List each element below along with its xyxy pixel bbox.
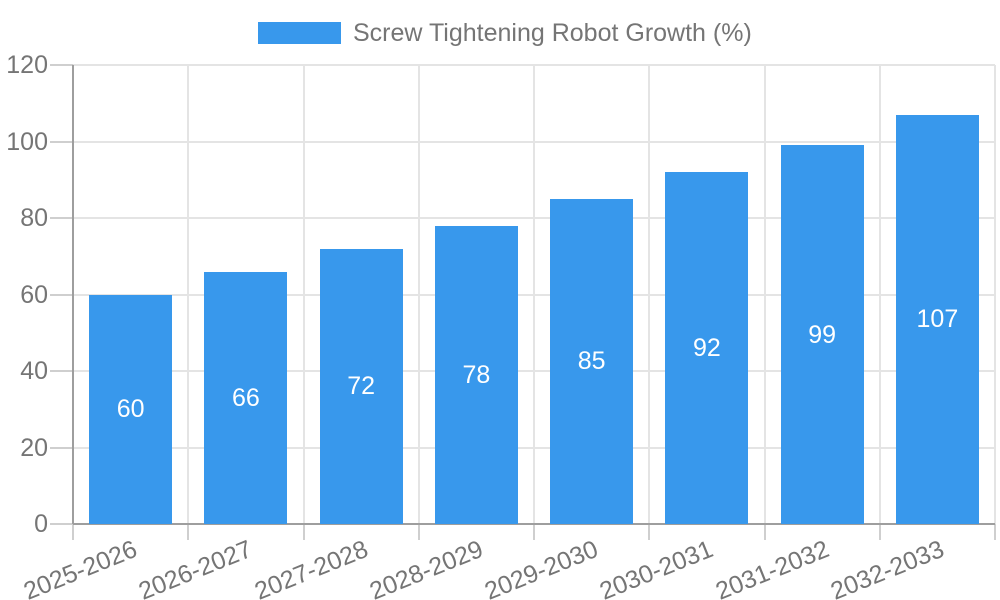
x-axis-tick — [994, 524, 996, 540]
y-axis-tick-label: 60 — [20, 280, 48, 309]
legend-item[interactable]: Screw Tightening Robot Growth (%) — [258, 18, 752, 48]
x-axis-tick — [878, 524, 881, 540]
gridline-vertical — [417, 65, 420, 524]
x-axis-category-label: 2032-2033 — [826, 535, 948, 600]
x-axis-tick — [763, 524, 766, 540]
bar-value-label: 92 — [692, 334, 721, 363]
legend-swatch-icon — [258, 22, 341, 44]
bar-value-label: 72 — [347, 372, 376, 401]
bar-2025-2026[interactable]: 60 — [89, 294, 173, 524]
gridline-vertical — [763, 65, 766, 524]
x-axis-category-label: 2028-2029 — [365, 535, 487, 600]
x-axis-tick — [417, 524, 420, 540]
x-axis-line — [73, 523, 995, 525]
bar-2026-2027[interactable]: 66 — [204, 271, 288, 524]
x-axis-tick — [72, 524, 74, 540]
y-axis-tick — [50, 523, 73, 525]
bar-2032-2033[interactable]: 107 — [895, 114, 979, 524]
gridline-vertical — [302, 65, 305, 524]
x-axis-category-label: 2030-2031 — [596, 535, 718, 600]
bar-2027-2028[interactable]: 72 — [319, 248, 403, 524]
bar-value-label: 78 — [462, 360, 491, 389]
x-axis-category-label: 2025-2026 — [19, 535, 142, 600]
gridline-vertical — [187, 65, 190, 524]
gridline-vertical — [878, 65, 881, 524]
bar-value-label: 99 — [808, 320, 837, 349]
x-axis-category-label: 2027-2028 — [250, 535, 372, 600]
y-axis-tick — [50, 370, 73, 372]
y-axis-tick — [50, 217, 73, 219]
y-axis-line — [72, 65, 74, 524]
bar-value-label: 85 — [577, 347, 606, 376]
gridline-vertical — [533, 65, 535, 524]
legend-label: Screw Tightening Robot Growth (%) — [353, 18, 752, 47]
x-axis-tick — [187, 524, 190, 540]
x-axis-tick — [302, 524, 305, 540]
bar-value-label: 60 — [116, 395, 145, 424]
bar-value-label: 107 — [916, 305, 959, 334]
y-axis-tick-label: 100 — [6, 127, 48, 156]
x-axis-category-label: 2029-2030 — [480, 535, 603, 600]
x-axis-category-label: 2031-2032 — [711, 535, 833, 600]
x-axis-tick — [648, 524, 651, 540]
y-axis-tick — [50, 140, 73, 143]
y-axis-tick — [50, 64, 73, 66]
bar-value-label: 66 — [231, 383, 260, 412]
gridline-vertical — [994, 65, 996, 524]
y-axis-tick — [50, 446, 73, 449]
y-axis-tick — [50, 293, 73, 296]
bar-2031-2032[interactable]: 99 — [780, 145, 864, 524]
bar-2030-2031[interactable]: 92 — [665, 172, 749, 524]
bar-2029-2030[interactable]: 85 — [550, 198, 634, 524]
y-axis-tick-label: 20 — [20, 433, 48, 462]
x-axis-category-label: 2026-2027 — [135, 535, 257, 600]
y-axis-tick-label: 120 — [6, 51, 48, 79]
x-axis-tick — [533, 524, 535, 540]
y-axis-tick-label: 0 — [34, 510, 48, 538]
gridline-vertical — [648, 65, 651, 524]
y-axis-tick-label: 40 — [20, 357, 48, 385]
bar-2028-2029[interactable]: 78 — [434, 225, 518, 524]
y-axis-tick-label: 80 — [20, 204, 48, 232]
